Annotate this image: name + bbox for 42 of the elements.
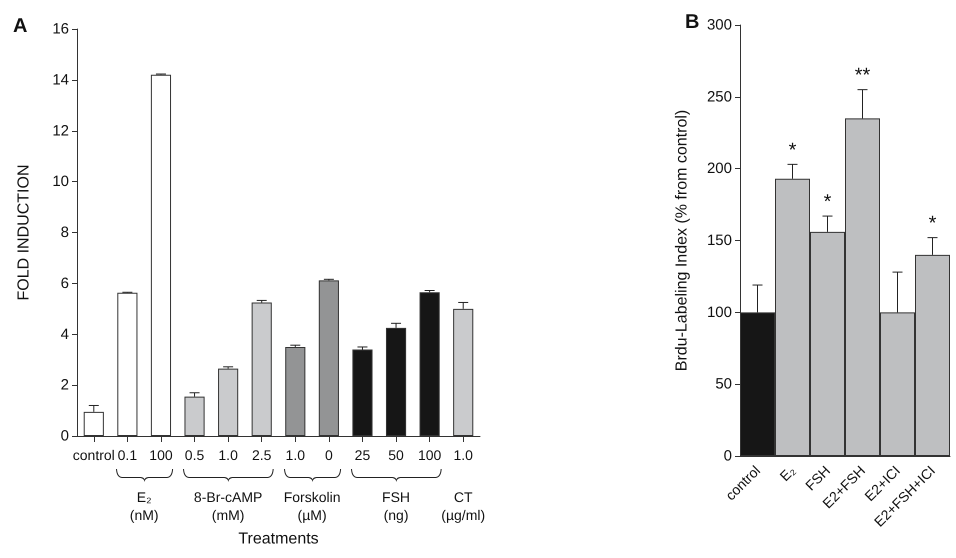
y-tick-label: 6 [60,274,69,292]
chart-title: A [13,15,28,37]
y-tick-label: 16 [52,20,69,38]
x-tick-label: 100 [149,447,173,463]
x-tick-label: 1.0 [218,447,238,463]
x-tick-label: 0 [324,447,333,463]
y-tick-label: 300 [706,16,732,34]
x-tick-label: control [72,447,115,463]
y-tick-label: 150 [706,232,732,249]
y-axis-title: FOLD INDUCTION [16,164,32,300]
y-tick-label: 8 [60,224,69,241]
chart-title: B [685,11,700,33]
annotation: * [928,212,937,235]
text: E₂ (nM) [130,489,159,523]
x-tick-label: 2.5 [252,447,272,463]
annotation: ** [854,64,870,87]
x-tick-label: E₂ [776,462,798,484]
x-axis-title: Treatments [238,530,319,548]
y-tick-label: 12 [52,122,69,140]
y-tick-label: 200 [706,160,732,178]
x-tick-label: 100 [418,447,442,463]
y-tick-label: 50 [715,376,732,393]
y-tick-label: 14 [52,71,69,88]
x-tick-label: 0.1 [118,447,138,463]
text: FSH (ng) [382,489,410,523]
annotation: * [824,191,832,214]
annotation: * [788,139,797,162]
y-tick-label: 4 [60,326,69,343]
y-tick-label: 250 [706,88,732,106]
y-tick-label: 100 [706,304,732,321]
y-tick-label: 10 [52,173,69,190]
x-tick-label: 1.0 [453,447,474,463]
text: Forskolin (µM) [284,489,340,523]
y-tick-label: 2 [60,376,69,394]
x-tick-label: 50 [388,447,404,463]
y-tick-label: 0 [60,428,69,444]
text: CT (µg/ml) [441,489,486,523]
x-tick-label: 25 [354,447,370,463]
y-axis-title: Brdu-Labeling Index (% from control) [674,110,690,372]
x-tick-label: 1.0 [286,447,306,463]
text: 8-Br-cAMP (mM) [194,489,262,523]
x-tick-label: 0.5 [184,447,204,463]
